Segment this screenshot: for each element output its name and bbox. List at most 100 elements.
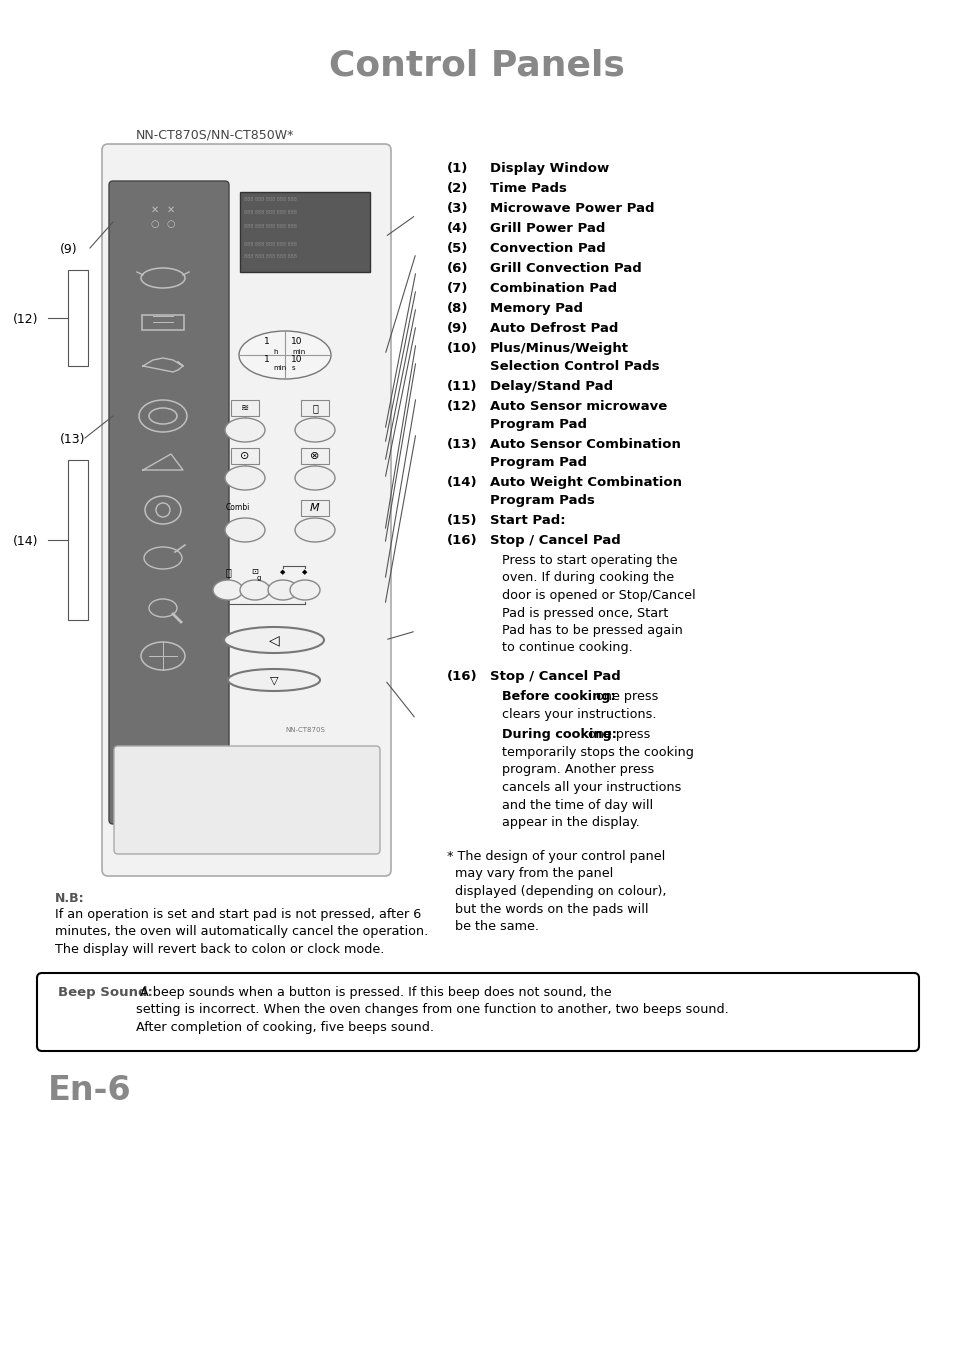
- Text: 888 888 888 888 888: 888 888 888 888 888: [244, 197, 296, 203]
- Text: (1): (1): [447, 162, 468, 176]
- Text: min: min: [292, 349, 305, 355]
- Text: 888 888 888 888 888: 888 888 888 888 888: [244, 242, 296, 247]
- Text: Plus/Minus/Weight: Plus/Minus/Weight: [490, 342, 628, 355]
- Text: (16): (16): [447, 670, 477, 684]
- Text: ⊗: ⊗: [310, 451, 319, 461]
- Text: temporarily stops the cooking
program. Another press
cancels all your instructio: temporarily stops the cooking program. A…: [501, 746, 693, 830]
- Text: s: s: [292, 365, 295, 372]
- Text: Auto Weight Combination: Auto Weight Combination: [490, 476, 681, 489]
- Text: (10): (10): [447, 342, 477, 355]
- Text: (9): (9): [60, 243, 77, 257]
- Text: 888 888 888 888 888: 888 888 888 888 888: [244, 224, 296, 230]
- Ellipse shape: [290, 580, 319, 600]
- Text: Combination Pad: Combination Pad: [490, 282, 617, 295]
- Bar: [240, 192, 370, 272]
- Ellipse shape: [268, 580, 297, 600]
- Text: (6): (6): [447, 262, 468, 276]
- Text: 888 888 888 888 888: 888 888 888 888 888: [244, 209, 296, 215]
- Text: (14): (14): [447, 476, 477, 489]
- Ellipse shape: [239, 331, 331, 380]
- Text: ✕: ✕: [167, 205, 175, 215]
- Text: ◆: ◆: [302, 569, 308, 576]
- Text: Start Pad:: Start Pad:: [490, 513, 565, 527]
- Text: (8): (8): [447, 303, 468, 315]
- Text: Auto Defrost Pad: Auto Defrost Pad: [490, 322, 618, 335]
- Text: Stop / Cancel Pad: Stop / Cancel Pad: [490, 670, 620, 684]
- Text: 10: 10: [291, 336, 302, 346]
- Text: ▽: ▽: [270, 676, 278, 685]
- Text: (2): (2): [447, 182, 468, 195]
- Text: 1: 1: [264, 336, 270, 346]
- Circle shape: [156, 503, 170, 517]
- Text: one press: one press: [583, 728, 650, 740]
- Text: ✕: ✕: [151, 205, 159, 215]
- Bar: [142, 315, 184, 330]
- Text: Auto Sensor microwave: Auto Sensor microwave: [490, 400, 666, 413]
- Text: 10: 10: [291, 355, 302, 365]
- Ellipse shape: [240, 580, 270, 600]
- Text: Program Pad: Program Pad: [490, 417, 586, 431]
- Text: min: min: [273, 365, 286, 372]
- Text: Microwave Power Pad: Microwave Power Pad: [490, 203, 654, 215]
- Bar: [231, 449, 258, 463]
- Text: ◆: ◆: [280, 569, 285, 576]
- Text: Beep Sound:: Beep Sound:: [58, 986, 152, 998]
- Text: En-6: En-6: [48, 1074, 132, 1106]
- Text: one press: one press: [592, 690, 658, 703]
- Ellipse shape: [224, 627, 324, 653]
- Text: (13): (13): [60, 434, 86, 446]
- Text: Grill Convection Pad: Grill Convection Pad: [490, 262, 641, 276]
- Ellipse shape: [225, 417, 265, 442]
- Text: ⊙: ⊙: [240, 451, 250, 461]
- Bar: [231, 400, 258, 416]
- Bar: [301, 500, 329, 516]
- Bar: [68, 270, 88, 366]
- Text: ≋: ≋: [241, 403, 249, 413]
- Text: g: g: [256, 576, 261, 581]
- Text: During cooking:: During cooking:: [501, 728, 617, 740]
- Text: N.B:: N.B:: [55, 892, 85, 905]
- Text: Selection Control Pads: Selection Control Pads: [490, 359, 659, 373]
- Text: A beep sounds when a button is pressed. If this beep does not sound, the
setting: A beep sounds when a button is pressed. …: [136, 986, 728, 1034]
- Text: Convection Pad: Convection Pad: [490, 242, 605, 255]
- Text: (14): (14): [12, 535, 38, 549]
- Ellipse shape: [225, 466, 265, 490]
- Ellipse shape: [228, 669, 319, 690]
- Text: h: h: [273, 349, 277, 355]
- FancyBboxPatch shape: [113, 746, 379, 854]
- Text: Before cooking:: Before cooking:: [501, 690, 615, 703]
- Text: ◁: ◁: [269, 634, 279, 647]
- Ellipse shape: [213, 580, 243, 600]
- Text: Time Pads: Time Pads: [490, 182, 566, 195]
- Text: Program Pads: Program Pads: [490, 494, 595, 507]
- Text: NN-CT870S: NN-CT870S: [285, 727, 325, 734]
- Text: clears your instructions.: clears your instructions.: [501, 708, 656, 721]
- Text: Grill Power Pad: Grill Power Pad: [490, 222, 605, 235]
- Ellipse shape: [294, 417, 335, 442]
- Ellipse shape: [294, 517, 335, 542]
- Text: Control Panels: Control Panels: [329, 49, 624, 82]
- Text: Stop / Cancel Pad: Stop / Cancel Pad: [490, 534, 620, 547]
- Text: Delay/Stand Pad: Delay/Stand Pad: [490, 380, 613, 393]
- Text: Program Pad: Program Pad: [490, 457, 586, 469]
- Bar: [301, 449, 329, 463]
- Bar: [301, 400, 329, 416]
- Text: NN-CT870S/NN-CT850W*: NN-CT870S/NN-CT850W*: [135, 128, 294, 141]
- Text: Combi: Combi: [226, 504, 250, 512]
- Text: Memory Pad: Memory Pad: [490, 303, 582, 315]
- Text: (15): (15): [447, 513, 477, 527]
- Ellipse shape: [225, 517, 265, 542]
- Text: ⧖: ⧖: [225, 567, 231, 577]
- Text: (11): (11): [447, 380, 477, 393]
- Text: (12): (12): [447, 400, 477, 413]
- Text: 888 888 888 888 888: 888 888 888 888 888: [244, 254, 296, 259]
- Text: (16): (16): [447, 534, 477, 547]
- Text: (7): (7): [447, 282, 468, 295]
- Text: (13): (13): [447, 438, 477, 451]
- Text: (4): (4): [447, 222, 468, 235]
- Text: (5): (5): [447, 242, 468, 255]
- Text: M: M: [310, 503, 319, 513]
- Text: (12): (12): [12, 313, 38, 327]
- Text: 〰: 〰: [312, 403, 317, 413]
- Text: Press to start operating the
oven. If during cooking the
door is opened or Stop/: Press to start operating the oven. If du…: [501, 554, 695, 654]
